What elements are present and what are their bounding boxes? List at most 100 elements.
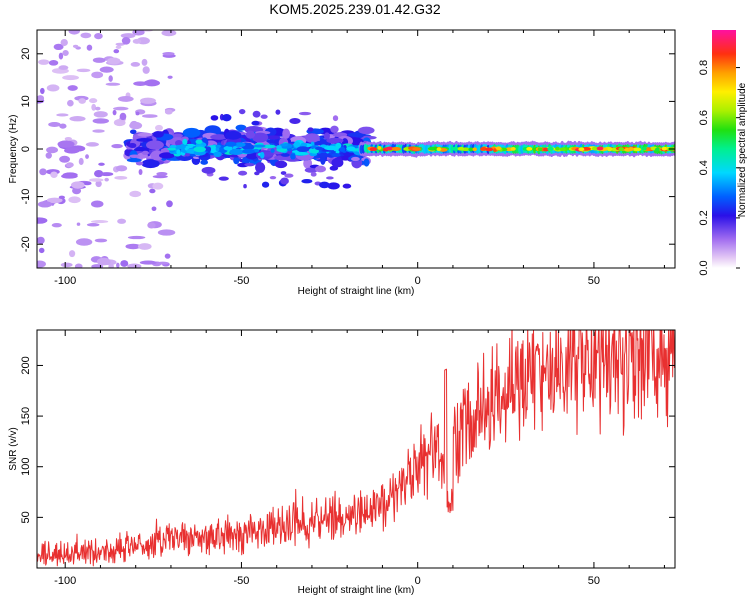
spectrogram-cell	[286, 148, 292, 152]
spectrogram-cell	[38, 59, 50, 65]
spectrogram-cell	[37, 217, 48, 224]
spectrogram-cell	[115, 42, 125, 46]
snr-xlabel: Height of straight line (km)	[298, 585, 415, 596]
spectrogram-cell	[64, 147, 80, 154]
colorbar-tick-label: 0.2	[698, 210, 710, 225]
spectrogram-cell	[59, 123, 67, 129]
spectrogram-cell	[167, 75, 173, 79]
spectrogram-cell	[238, 108, 246, 115]
spectrogram-cell	[58, 52, 64, 60]
spectrogram-ylabel: Frequency (Hz)	[8, 115, 19, 184]
spectrogram-cell	[91, 103, 97, 111]
spectrogram-cell	[119, 112, 127, 121]
spectrogram-cell	[38, 247, 45, 254]
spectrogram-cell	[159, 152, 175, 159]
spectrogram-cell	[139, 260, 157, 265]
spectrogram-cell	[301, 179, 313, 184]
spectrogram-cell	[385, 146, 394, 151]
spectrogram-cell	[259, 151, 265, 159]
p1-xtick-label: -100	[54, 275, 76, 287]
spectrogram-cell	[331, 153, 341, 158]
spectrogram-cell	[363, 158, 370, 167]
spectrogram-cell	[537, 147, 543, 152]
spectrogram-cell	[215, 147, 220, 152]
snr-ylabel: SNR (v/v)	[8, 427, 19, 470]
spectrogram-heatmap	[37, 30, 675, 268]
spectrogram-cell	[244, 162, 255, 167]
spectrogram-cell	[136, 137, 153, 142]
spectrogram-cell	[294, 152, 309, 156]
p1-ytick-label: -10	[20, 189, 32, 205]
spectrogram-cell	[85, 154, 89, 159]
spectrogram-cell	[98, 162, 105, 166]
spectrogram-xlabel: Height of straight line (km)	[298, 286, 415, 297]
spectrogram-cell	[632, 147, 642, 152]
colorbar: 0.0 0.2 0.4 0.6 0.8 Normalized spectral ampl…	[698, 30, 748, 276]
spectrogram-cell	[210, 134, 228, 140]
spectrogram-cell	[128, 142, 137, 148]
spectrogram-cell	[93, 111, 108, 118]
spectrogram-cell	[132, 38, 142, 44]
spectrogram-cell	[377, 146, 382, 150]
spectrogram-cell	[547, 146, 553, 151]
spectrogram-cell	[296, 146, 310, 152]
spectrogram-cell	[92, 118, 109, 124]
spectrogram-cell	[143, 79, 160, 87]
figure-title: KOM5.2025.239.01.42.G32	[269, 1, 440, 17]
spectrogram-cell	[156, 261, 169, 265]
spectrogram-cell	[166, 200, 173, 208]
spectrogram-cell	[245, 130, 256, 139]
spectrogram-cell	[578, 147, 585, 152]
spectrogram-cell	[115, 165, 128, 172]
spectrogram-cell	[152, 131, 164, 138]
spectrogram-cell	[99, 66, 114, 73]
spectrogram-cell	[127, 263, 142, 268]
spectrogram-cell	[62, 49, 69, 57]
snr-panel: -100 -50 0 50 50 100 150 200 Height of straight…	[8, 329, 676, 596]
spectrogram-cell	[480, 147, 487, 151]
p1-ytick-label: -20	[20, 236, 32, 252]
spectrogram-cell	[127, 235, 146, 240]
spectrogram-cell	[543, 147, 549, 152]
spectrogram-cell	[242, 144, 255, 150]
spectrogram-cell	[141, 150, 149, 155]
spectrogram-cell	[72, 44, 79, 48]
spectrogram-cell	[105, 82, 121, 86]
spectrogram-cell	[45, 152, 52, 159]
spectrogram-cell	[330, 125, 339, 133]
colorbar-gradient	[712, 30, 736, 268]
spectrogram-cell	[182, 138, 188, 145]
spectrogram-cell	[307, 127, 314, 132]
spectrogram-cell	[485, 147, 494, 152]
spectrogram-cell	[129, 129, 137, 135]
spectrogram-cell	[252, 110, 261, 118]
spectrogram-cell	[201, 166, 216, 174]
spectrogram-cell	[234, 142, 246, 148]
spectrogram-cell	[326, 176, 334, 180]
spectrogram-cell	[304, 133, 320, 143]
spectrogram-cell	[654, 147, 661, 152]
spectrogram-cell	[71, 181, 85, 189]
spectrogram-cell	[130, 62, 141, 67]
spectrogram-cell	[332, 115, 339, 122]
spectrogram-cell	[193, 146, 206, 153]
spectrogram-cell	[68, 196, 81, 204]
p1-xtick-label: 0	[415, 275, 421, 287]
spectrogram-cell	[120, 33, 136, 39]
spectrogram-cell	[39, 168, 47, 176]
spectrogram-cell	[457, 146, 465, 151]
spectrogram-cell	[89, 178, 104, 182]
spectrogram-cell	[56, 113, 69, 117]
spectrogram-cell	[37, 95, 45, 102]
spectrogram-cell	[280, 153, 290, 157]
spectrogram-cell	[92, 129, 105, 133]
spectrogram-cell	[59, 155, 71, 163]
spectrogram-cell	[298, 111, 312, 116]
p2-xtick-label: 50	[588, 575, 600, 587]
spectrogram-cell	[555, 146, 560, 151]
spectrogram-cell	[252, 132, 269, 143]
p1-ytick-label: 10	[20, 95, 32, 107]
p1-xtick-label: 50	[588, 275, 600, 287]
